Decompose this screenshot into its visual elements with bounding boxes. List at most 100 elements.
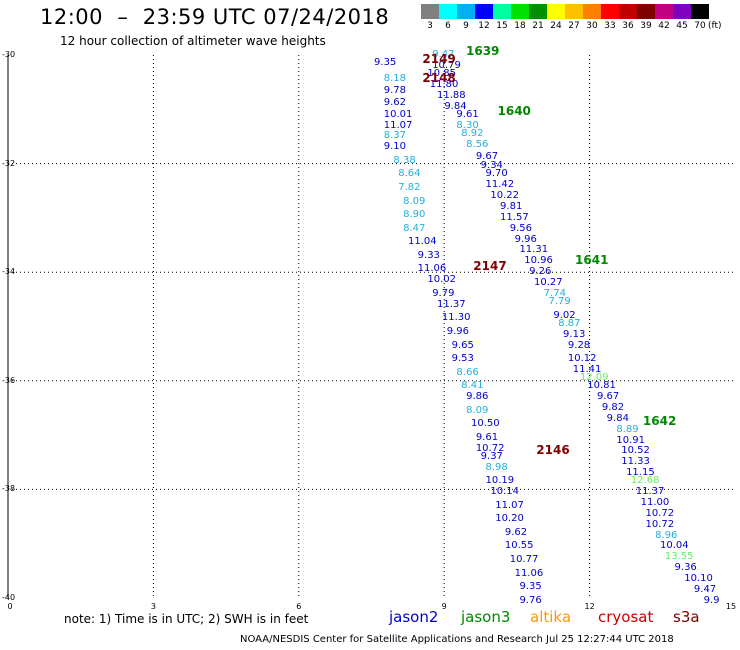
wave-height-reading: 11.15 — [626, 467, 655, 479]
swh-scale-label: 70 — [694, 21, 706, 31]
wave-height-reading: 9.78 — [383, 85, 406, 97]
wave-height-reading: 10.55 — [504, 540, 534, 552]
wave-height-reading: 8.09 — [403, 195, 426, 207]
wave-height-reading: 11.37 — [437, 298, 466, 310]
swh-scale-swatch — [619, 4, 637, 19]
lat-label: -40 — [2, 593, 16, 602]
swh-scale-label: 42 — [658, 21, 670, 31]
wave-height-reading: 9.84 — [606, 412, 629, 424]
swh-scale-swatch — [475, 4, 493, 19]
wave-height-reading: 9.28 — [567, 339, 591, 351]
lon-label: 0 — [7, 602, 13, 611]
wave-height-reading: 9.61 — [475, 431, 499, 443]
wave-height-reading: 10.01 — [383, 108, 413, 120]
wave-height-reading: 8.18 — [383, 73, 406, 85]
wave-height-reading: 10.72 — [645, 518, 675, 530]
wave-height-reading: 9.65 — [451, 339, 474, 351]
swh-scale-swatch — [655, 4, 673, 19]
swh-scale-swatch — [565, 4, 583, 19]
legend-s3a: s3a — [673, 608, 700, 626]
lat-label: -30 — [2, 50, 16, 59]
satellite-pass-label: 1639 — [466, 44, 500, 59]
swh-scale-label: 39 — [640, 21, 652, 31]
wave-height-reading: 8.09 — [466, 404, 489, 416]
satellite-pass-label: 1641 — [575, 253, 609, 268]
lon-label: 9 — [441, 602, 447, 611]
swh-scale-label: 18 — [514, 21, 526, 31]
satellite-pass-label: 2146 — [536, 443, 570, 458]
swh-scale-swatch — [511, 4, 529, 19]
wave-height-reading: 11.37 — [635, 486, 665, 498]
swh-color-scale — [421, 4, 709, 19]
wave-height-reading: 9.37 — [480, 450, 503, 462]
wave-height-reading: 10.52 — [621, 445, 650, 457]
wave-height-reading: 10.72 — [645, 507, 675, 519]
wave-height-reading: 10.10 — [684, 572, 713, 584]
wave-height-reading: 10.04 — [659, 540, 689, 552]
satellite-pass-label: 1642 — [642, 413, 677, 428]
wave-height-reading: 11.88 — [437, 89, 466, 101]
lat-label: -32 — [2, 158, 16, 168]
lat-label: -36 — [2, 375, 16, 385]
wave-height-reading: 10.12 — [567, 353, 597, 365]
swh-scale-label: 27 — [568, 21, 580, 31]
wave-height-reading: 10.77 — [509, 553, 539, 565]
wave-height-reading: 9.79 — [432, 287, 455, 299]
wave-height-reading: 9.62 — [504, 526, 528, 538]
swh-scale-swatch — [547, 4, 565, 19]
wave-height-reading: 9.33 — [417, 249, 440, 261]
wave-height-reading: 9.35 — [519, 581, 542, 593]
wave-height-reading: 9.02 — [553, 309, 576, 321]
wave-height-reading: 9.56 — [509, 222, 532, 234]
wave-height-reading: 8.89 — [616, 423, 639, 435]
wave-height-reading: 10.27 — [533, 277, 563, 289]
wave-height-reading: 9.34 — [480, 160, 503, 172]
wave-height-reading: 10.85 — [427, 68, 456, 79]
wave-height-reading: 8.92 — [461, 127, 484, 139]
wave-height-reading: 9.47 — [432, 49, 455, 60]
wave-height-reading: 11.07 — [383, 119, 413, 131]
wave-height-reading: 9.82 — [601, 401, 625, 413]
swh-scale-label: 36 — [622, 21, 634, 31]
lon-label: 15 — [725, 602, 737, 611]
satellite-pass-label: 2148 — [422, 71, 456, 86]
legend-altika: altika — [530, 608, 572, 626]
wave-height-reading: 8.56 — [466, 138, 489, 150]
wave-height-reading: 8.38 — [393, 154, 416, 166]
wave-height-reading: 8.30 — [456, 119, 479, 131]
satellite-pass-label: 2149 — [422, 52, 456, 67]
swh-scale-label: 24 — [550, 21, 562, 31]
swh-scale-swatch — [493, 4, 511, 19]
wave-height-reading: 11.41 — [572, 363, 602, 375]
wave-height-reading: 11.07 — [495, 499, 524, 511]
swh-scale-swatch — [691, 4, 709, 19]
swh-scale-labels: 3 6 9 12 15 18 21 24 27 30 33 36 39 42 45 70 — [421, 21, 709, 31]
wave-height-reading: 11.04 — [407, 236, 437, 248]
wave-height-reading: 9.26 — [529, 266, 552, 278]
wave-height-reading: 9.67 — [596, 391, 620, 403]
wave-height-reading: 9.9 — [703, 594, 720, 606]
swh-scale-label: 30 — [586, 21, 598, 31]
wave-height-reading: 10.22 — [490, 190, 519, 202]
lat-label: -34 — [2, 267, 16, 277]
swh-scale-label: 21 — [532, 21, 544, 31]
wave-height-reading: 8.96 — [655, 529, 678, 541]
wave-height-reading: 10.91 — [616, 434, 645, 446]
wave-height-reading: 10.14 — [490, 486, 519, 498]
wave-height-reading: 9.10 — [383, 141, 406, 153]
wave-height-reading: 8.98 — [485, 461, 508, 473]
lon-label: 3 — [150, 602, 156, 611]
legend-cryosat: cryosat — [598, 608, 654, 626]
footer-credit: NOAA/NESDIS Center for Satellite Applica… — [240, 634, 674, 645]
wave-height-reading: 7.79 — [548, 296, 571, 308]
satellite-pass-label: 2147 — [473, 258, 507, 273]
swh-scale-swatch — [673, 4, 691, 19]
wave-height-reading: 9.62 — [383, 96, 406, 108]
wave-height-reading: 11.80 — [429, 78, 459, 90]
wave-height-reading: 10.02 — [427, 274, 456, 286]
legend-jason3: jason3 — [461, 608, 511, 626]
swh-scale-swatch — [529, 4, 547, 19]
swh-scale-label: 15 — [496, 21, 508, 31]
wave-height-reading: 10.79 — [432, 59, 461, 71]
wave-height-reading: 9.96 — [514, 233, 537, 245]
